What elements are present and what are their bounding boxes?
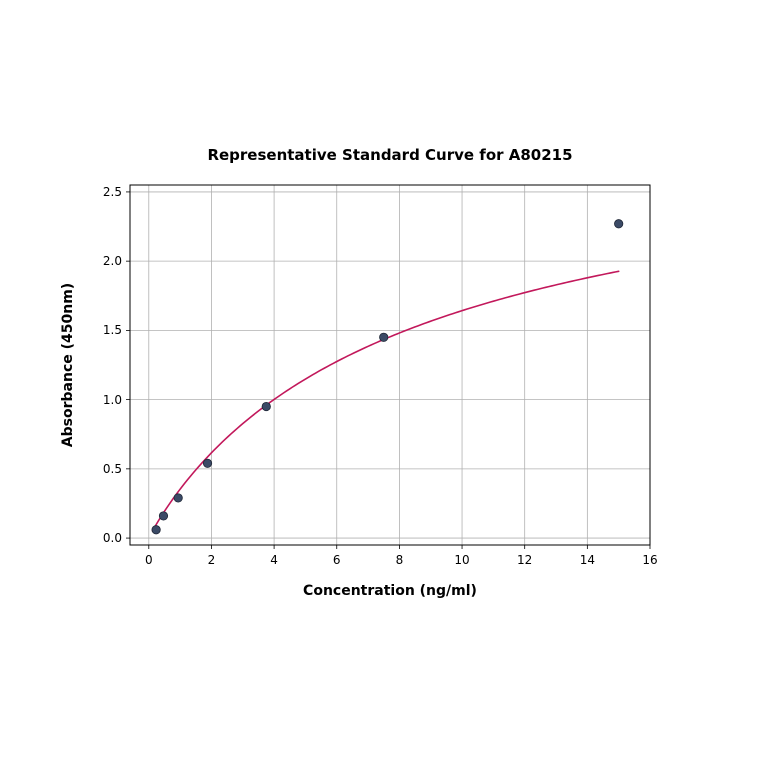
y-tick-label: 0.0 xyxy=(103,531,122,545)
y-tick-label: 1.0 xyxy=(103,393,122,407)
y-tick-label: 1.5 xyxy=(103,323,122,337)
x-tick-label: 14 xyxy=(580,553,595,567)
x-axis-label: Concentration (ng/ml) xyxy=(303,583,477,599)
x-tick-label: 0 xyxy=(145,553,153,567)
x-tick-label: 10 xyxy=(454,553,469,567)
y-tick-label: 2.0 xyxy=(103,254,122,268)
data-point xyxy=(203,459,211,467)
x-tick-label: 16 xyxy=(642,553,657,567)
y-tick-label: 0.5 xyxy=(103,462,122,476)
x-tick-label: 12 xyxy=(517,553,532,567)
data-point xyxy=(152,526,160,534)
data-point xyxy=(174,494,182,502)
plot-svg xyxy=(130,185,650,545)
chart-title: Representative Standard Curve for A80215 xyxy=(207,146,572,164)
data-point xyxy=(159,512,167,520)
y-tick-label: 2.5 xyxy=(103,185,122,199)
chart-canvas: Representative Standard Curve for A80215… xyxy=(0,0,764,764)
plot-area xyxy=(130,185,650,545)
x-tick-label: 8 xyxy=(396,553,404,567)
y-axis-label: Absorbance (450nm) xyxy=(60,283,76,447)
x-tick-label: 6 xyxy=(333,553,341,567)
x-tick-label: 4 xyxy=(270,553,278,567)
x-tick-label: 2 xyxy=(208,553,216,567)
fitted-curve xyxy=(153,271,619,531)
data-point xyxy=(614,220,622,228)
data-point xyxy=(380,333,388,341)
data-point xyxy=(262,402,270,410)
